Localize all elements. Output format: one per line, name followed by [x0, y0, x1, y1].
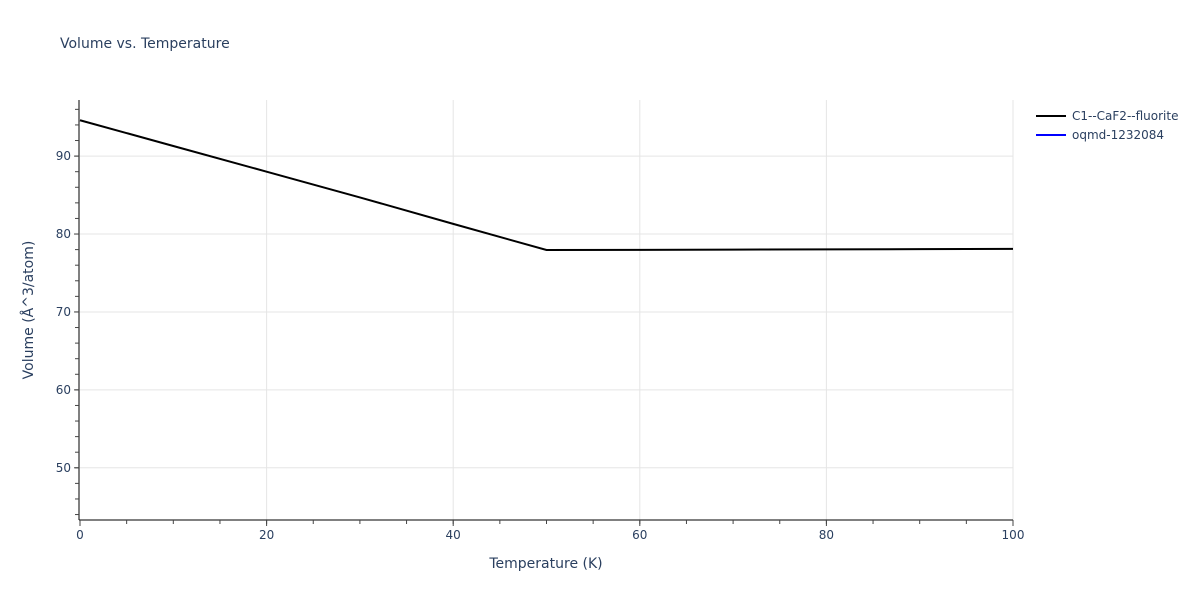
legend-label: C1--CaF2--fluorite	[1072, 108, 1179, 123]
legend-label: oqmd-1232084	[1072, 127, 1165, 142]
svg-text:60: 60	[56, 383, 71, 397]
series-lines	[79, 119, 1014, 252]
svg-text:100: 100	[1002, 528, 1025, 542]
series-line	[79, 119, 1014, 252]
axes: 50 60 70 80 90 0 20 40 60 80 100	[56, 100, 1025, 542]
svg-text:50: 50	[56, 461, 71, 475]
svg-text:60: 60	[632, 528, 647, 542]
legend-item-c1-caf2-fluorite[interactable]: C1--CaF2--fluorite	[1036, 106, 1178, 125]
legend-item-oqmd-1232084[interactable]: oqmd-1232084	[1036, 125, 1178, 144]
svg-text:20: 20	[259, 528, 274, 542]
legend-line-icon	[1036, 114, 1066, 117]
x-axis-title: Temperature (K)	[488, 556, 602, 572]
svg-text:80: 80	[819, 528, 834, 542]
legend-line-icon	[1036, 133, 1066, 136]
legend: C1--CaF2--fluorite oqmd-1232084	[1036, 106, 1178, 144]
svg-text:0: 0	[76, 528, 84, 542]
gridlines	[80, 100, 1014, 520]
svg-text:70: 70	[56, 305, 71, 319]
svg-text:40: 40	[446, 528, 461, 542]
svg-text:90: 90	[56, 149, 71, 163]
y-axis-title: Volume (Å^3/atom)	[20, 241, 37, 380]
chart-title: Volume vs. Temperature	[60, 36, 230, 52]
svg-text:80: 80	[56, 227, 71, 241]
